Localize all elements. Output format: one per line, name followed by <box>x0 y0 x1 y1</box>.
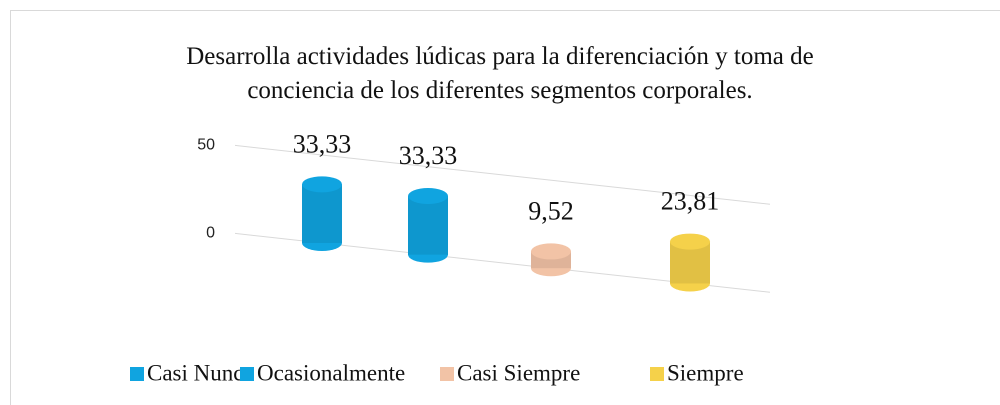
bar <box>302 176 342 251</box>
legend-label: Siempre <box>667 360 744 385</box>
y-tick-label: 0 <box>206 225 215 242</box>
grid-line <box>234 144 771 205</box>
data-label: 23,81 <box>661 187 720 216</box>
legend-swatch <box>650 367 664 381</box>
y-tick-label: 50 <box>197 137 215 154</box>
legend-label: Ocasionalmente <box>257 360 405 385</box>
data-label: 33,33 <box>399 141 458 170</box>
legend-label: Casi Nunca <box>147 360 254 385</box>
data-label: 33,33 <box>293 129 352 158</box>
bar <box>531 243 571 277</box>
bar <box>408 187 448 263</box>
legend-swatch <box>440 367 454 381</box>
legend-swatch <box>130 367 144 381</box>
chart-border <box>10 10 1000 405</box>
data-label: 9,52 <box>528 196 574 225</box>
legend-swatch <box>240 367 254 381</box>
legend-label: Casi Siempre <box>457 360 580 385</box>
chart-title: Desarrolla actividades lúdicas para la d… <box>186 43 814 104</box>
bar <box>670 233 710 292</box>
